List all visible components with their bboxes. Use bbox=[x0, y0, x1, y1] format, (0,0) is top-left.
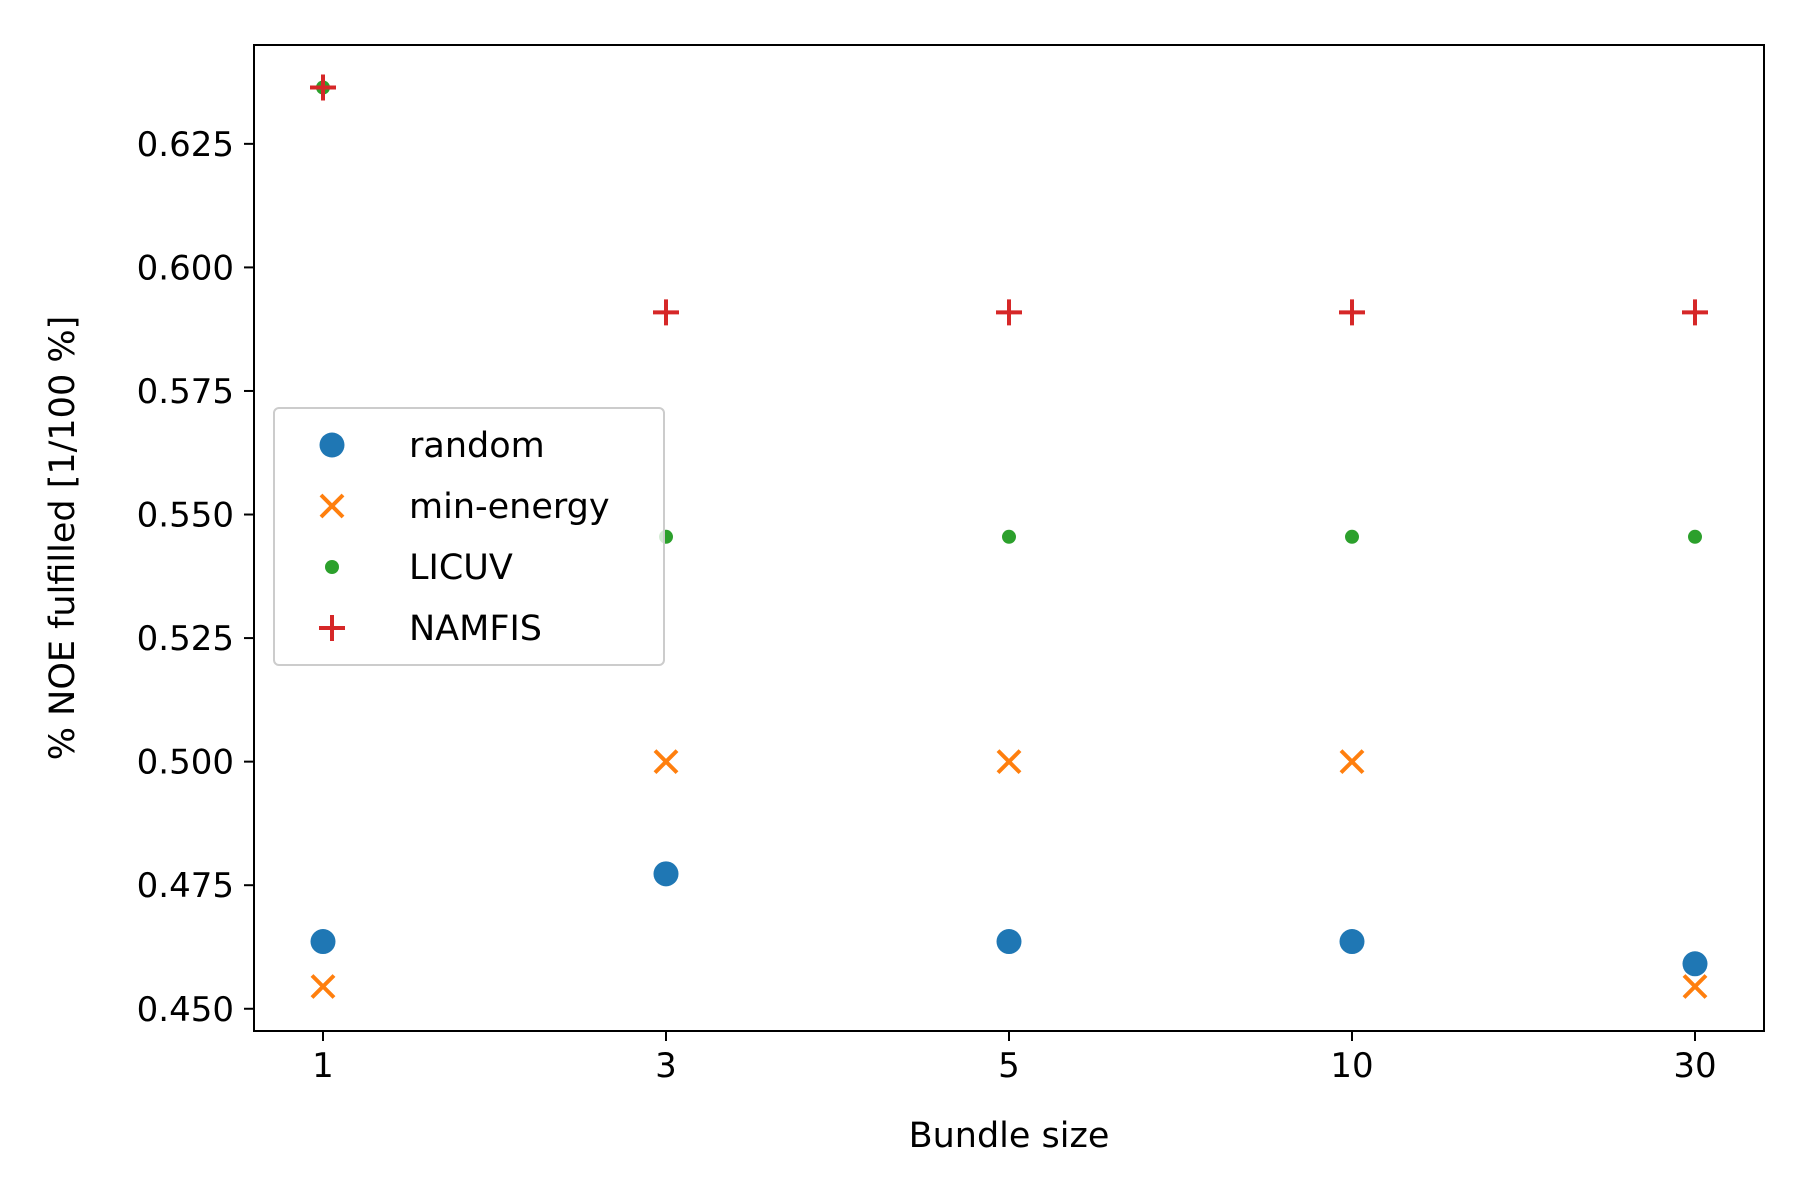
random-point-5 bbox=[996, 929, 1022, 955]
y-tick-label: 0.625 bbox=[137, 125, 234, 165]
plot-marks bbox=[310, 74, 1708, 999]
min-energy-point-10 bbox=[1339, 749, 1365, 775]
y-tick-label: 0.500 bbox=[137, 743, 234, 783]
x-tick-label: 5 bbox=[998, 1046, 1020, 1086]
x-tick-label: 30 bbox=[1673, 1046, 1716, 1086]
legend-label-NAMFIS: NAMFIS bbox=[409, 609, 542, 649]
legend-label-min-energy: min-energy bbox=[409, 487, 610, 527]
random-point-3 bbox=[653, 861, 679, 887]
legend-label-random: random bbox=[409, 426, 545, 466]
NAMFIS-point-1 bbox=[310, 74, 336, 101]
legend-marker-NAMFIS bbox=[319, 615, 345, 641]
NAMFIS-point-5 bbox=[996, 299, 1022, 326]
random-point-30 bbox=[1682, 951, 1708, 977]
x-axis-label: Bundle size bbox=[909, 1116, 1110, 1156]
legend-marker-LICUV bbox=[325, 560, 339, 574]
y-tick-label: 0.525 bbox=[137, 619, 234, 659]
LICUV-point-10 bbox=[1345, 529, 1359, 544]
LICUV-point-5 bbox=[1002, 529, 1016, 544]
legend-marker-min-energy bbox=[319, 493, 345, 519]
y-tick-label: 0.550 bbox=[137, 496, 234, 536]
NAMFIS-point-10 bbox=[1339, 299, 1365, 326]
random-point-10 bbox=[1339, 929, 1365, 955]
LICUV-point-30 bbox=[1688, 529, 1702, 544]
legend-marker-random bbox=[319, 432, 345, 458]
x-tick-label: 3 bbox=[655, 1046, 677, 1086]
min-energy-point-5 bbox=[996, 749, 1022, 775]
y-tick-label: 0.450 bbox=[137, 990, 234, 1030]
y-tick-label: 0.475 bbox=[137, 866, 234, 906]
y-tick-label: 0.575 bbox=[137, 372, 234, 412]
min-energy-point-1 bbox=[310, 974, 336, 999]
legend-box bbox=[273, 407, 665, 666]
random-point-1 bbox=[310, 929, 336, 955]
legend-items: random min-energy LICUV NAMFIS bbox=[319, 426, 610, 649]
legend: random min-energy LICUV NAMFIS bbox=[273, 407, 665, 666]
NAMFIS-point-3 bbox=[653, 299, 679, 326]
NAMFIS-point-30 bbox=[1682, 299, 1708, 326]
x-tick-label: 1 bbox=[312, 1046, 334, 1086]
y-axis: 0.450 0.475 0.500 0.525 0.550 0.575 0.600 0.625 bbox=[137, 125, 254, 1030]
y-axis-label: % NOE fulfilled [1/100 %] bbox=[43, 316, 83, 761]
x-tick-label: 10 bbox=[1330, 1046, 1373, 1086]
y-tick-label: 0.600 bbox=[137, 248, 234, 288]
min-energy-point-3 bbox=[653, 749, 679, 775]
min-energy-point-30 bbox=[1682, 974, 1708, 999]
x-axis: 1 3 5 10 30 bbox=[312, 1031, 1717, 1086]
legend-label-LICUV: LICUV bbox=[409, 548, 513, 588]
